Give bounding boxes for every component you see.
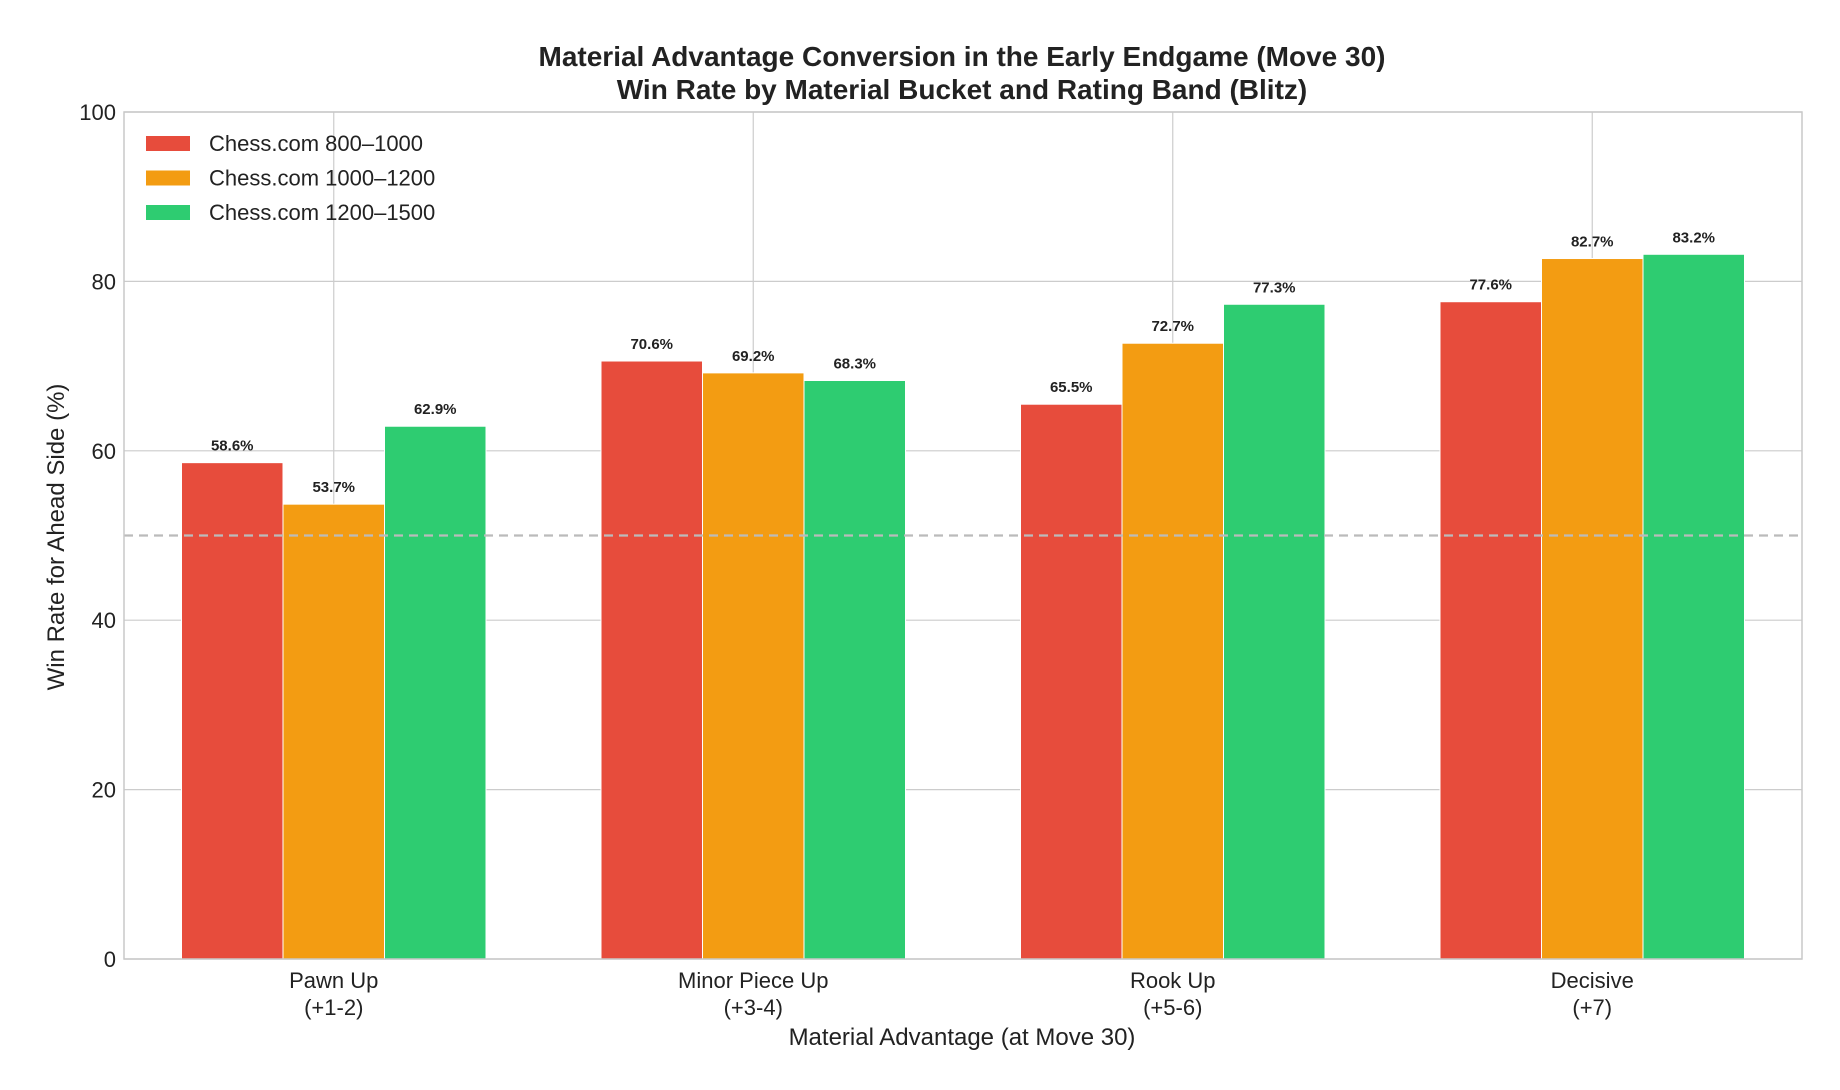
y-tick-label: 20 (92, 778, 116, 803)
bar (702, 372, 805, 960)
y-axis-label: Win Rate for Ahead Side (%) (43, 384, 70, 691)
chart-title: Material Advantage Conversion in the Ear… (539, 41, 1386, 72)
bar-value-label: 62.9% (414, 401, 457, 418)
legend-swatch (146, 205, 190, 220)
bar-value-label: 72.7% (1151, 318, 1194, 335)
bar-value-label: 77.3% (1253, 279, 1296, 296)
legend-swatch (146, 170, 190, 186)
bar-value-label: 68.3% (833, 355, 876, 372)
bar-value-label: 83.2% (1672, 229, 1715, 246)
legend-swatch (146, 136, 190, 151)
bar-value-label: 77.6% (1469, 277, 1512, 294)
bars: 58.6% 70.6% 65.5% 77.6% 53.7% 69.2% 72.7% 82.7%… (124, 229, 1802, 960)
y-tick-label: 60 (92, 439, 116, 464)
y-tick-label: 100 (79, 100, 116, 125)
bar (1121, 342, 1224, 960)
bar (600, 360, 703, 960)
bar (803, 379, 906, 960)
bar-value-label: 82.7% (1571, 234, 1614, 251)
bar-value-label: 69.2% (732, 348, 775, 365)
bar (181, 462, 284, 960)
x-tick-label: Rook Up (1130, 968, 1216, 993)
x-tick-label: Pawn Up (289, 968, 378, 993)
x-tick-sublabel: (+3-4) (724, 995, 783, 1020)
y-tick-label: 0 (104, 947, 116, 972)
bar (1439, 301, 1542, 960)
y-tick-label: 80 (92, 269, 116, 294)
bar (282, 503, 385, 960)
bar-value-label: 70.6% (630, 336, 673, 353)
legend-entry: Chess.com 800–1000 (209, 131, 423, 156)
legend-entry: Chess.com 1000–1200 (209, 166, 435, 191)
legend-entry: Chess.com 1200–1500 (209, 200, 435, 225)
bar (1020, 403, 1123, 960)
x-tick-label: Minor Piece Up (678, 968, 828, 993)
x-tick-label: Decisive (1551, 968, 1634, 993)
x-tick-sublabel: (+1-2) (304, 995, 363, 1020)
bar-value-label: 53.7% (312, 479, 355, 496)
plot-frame (123, 111, 1803, 960)
x-tick-sublabel: (+7) (1572, 995, 1612, 1020)
chart-subtitle: Win Rate by Material Bucket and Rating B… (617, 74, 1307, 105)
bar-value-label: 58.6% (211, 438, 254, 455)
bar (1642, 253, 1745, 960)
bar-value-label: 65.5% (1050, 379, 1093, 396)
bar (1223, 303, 1326, 960)
bar (1541, 258, 1644, 960)
y-tick-label: 40 (92, 608, 116, 633)
x-axis-label: Material Advantage (at Move 30) (789, 1024, 1136, 1051)
legend: Chess.com 800–1000 Chess.com 1000–1200 Che… (146, 131, 435, 225)
bar (384, 425, 487, 960)
plot-border (123, 111, 1803, 960)
x-tick-sublabel: (+5-6) (1143, 995, 1202, 1020)
